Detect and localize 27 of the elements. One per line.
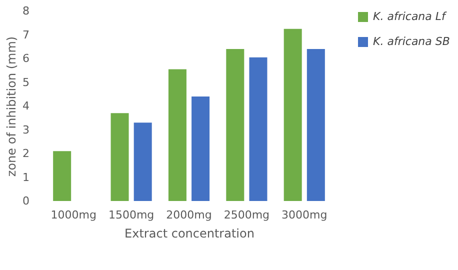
y-axis-title: zone of inhibition (mm): [4, 36, 18, 177]
y-tick-label: 4: [22, 100, 30, 112]
bar: [226, 49, 244, 201]
x-tick-label: 2500mg: [224, 208, 270, 222]
y-tick-label: 6: [22, 52, 30, 65]
x-axis-title: Extract concentration: [124, 226, 254, 240]
x-tick-label: 3000mg: [282, 208, 328, 222]
y-tick-label: 0: [22, 194, 30, 208]
bar: [192, 96, 210, 201]
y-tick-label: 7: [22, 28, 30, 42]
bar: [284, 28, 302, 201]
x-tick-label: 1500mg: [108, 208, 154, 222]
y-tick-label: 3: [22, 123, 30, 136]
bar: [168, 69, 186, 201]
y-tick-label: 8: [22, 4, 30, 18]
legend-label: K. africana Lf: [373, 10, 448, 23]
bar: [110, 113, 129, 201]
bar: [134, 122, 152, 201]
y-tick-label: 2: [22, 147, 30, 160]
bar: [53, 151, 72, 201]
x-tick-label: 2000mg: [166, 208, 212, 222]
y-tick-label: 5: [22, 76, 30, 89]
x-tick-label: 1000mg: [50, 208, 96, 222]
bar: [306, 49, 325, 201]
bar: [249, 57, 268, 201]
y-tick-label: 1: [22, 170, 30, 184]
legend-label: K. africana SB: [373, 35, 450, 48]
